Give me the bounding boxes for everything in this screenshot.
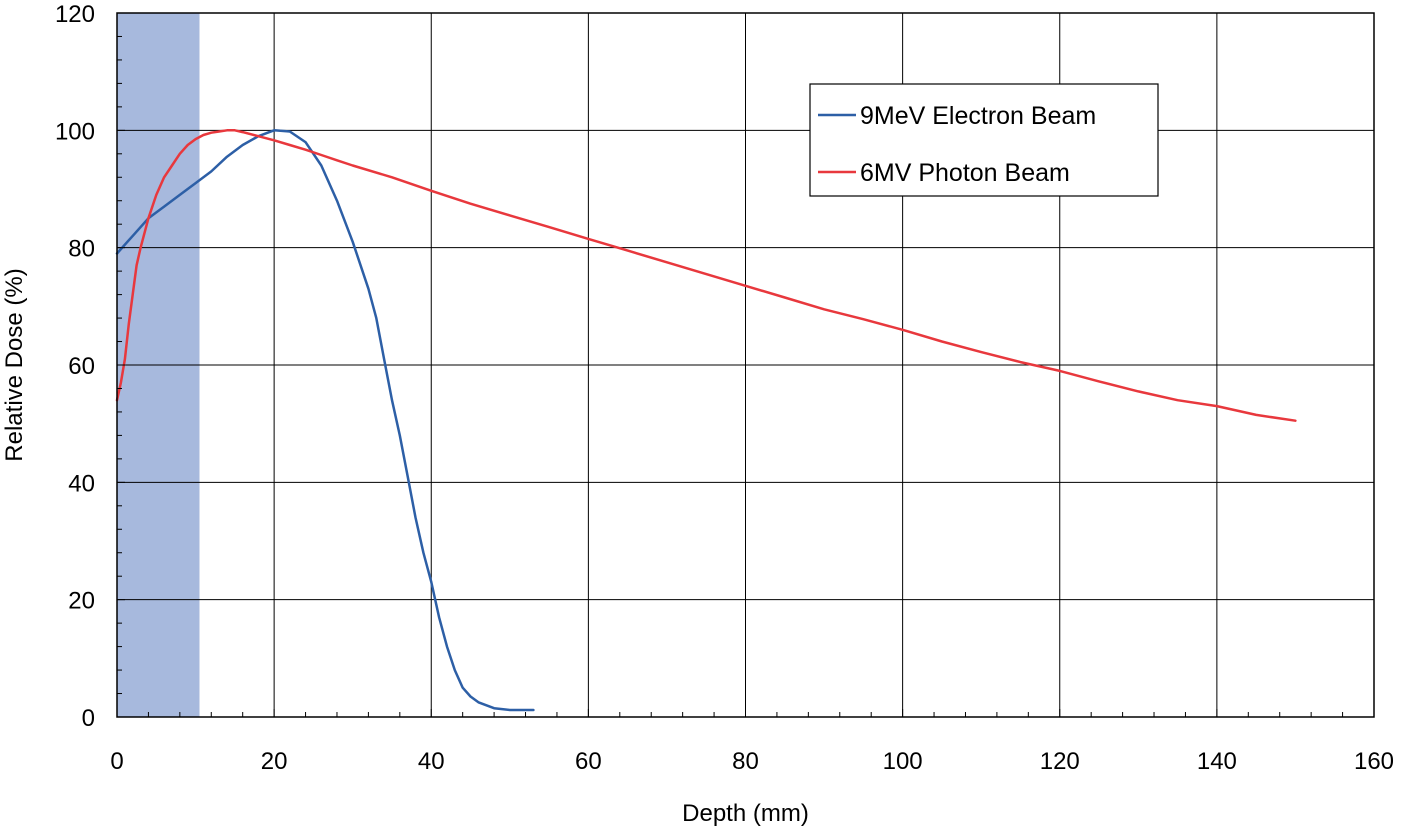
y-tick-label: 0 [82, 705, 95, 732]
x-tick-label: 40 [418, 748, 445, 775]
y-axis-title: Relative Dose (%) [1, 268, 28, 461]
legend-label-electron: 9MeV Electron Beam [860, 102, 1096, 130]
x-tick-label: 160 [1354, 748, 1394, 775]
x-tick-label: 60 [575, 748, 602, 775]
y-tick-label: 40 [68, 470, 95, 497]
x-tick-label: 100 [883, 748, 923, 775]
x-tick-label: 120 [1040, 748, 1080, 775]
legend: 9MeV Electron Beam 6MV Photon Beam [809, 83, 1159, 197]
tick-label-layer: 0 20 40 60 80 100 120 140 160 0 20 40 60 80 100 120 [55, 1, 1394, 775]
legend-label-photon: 6MV Photon Beam [860, 159, 1070, 187]
series-line-electron [115, 129, 535, 712]
grid-layer [117, 13, 1374, 717]
y-tick-label: 100 [55, 118, 95, 145]
x-tick-label: 140 [1197, 748, 1237, 775]
y-tick-label: 80 [68, 236, 95, 263]
x-tick-label: 80 [732, 748, 759, 775]
y-tick-label: 120 [55, 1, 95, 28]
x-tick-label: 20 [261, 748, 288, 775]
y-tick-label: 60 [68, 353, 95, 380]
x-tick-label: 0 [110, 748, 123, 775]
y-tick-label: 20 [68, 588, 95, 615]
series-line-photon [115, 129, 1297, 422]
tick-layer [116, 12, 1375, 718]
legend-box [809, 83, 1159, 197]
series-layer [115, 129, 1297, 712]
x-axis-title: Depth (mm) [682, 800, 809, 827]
